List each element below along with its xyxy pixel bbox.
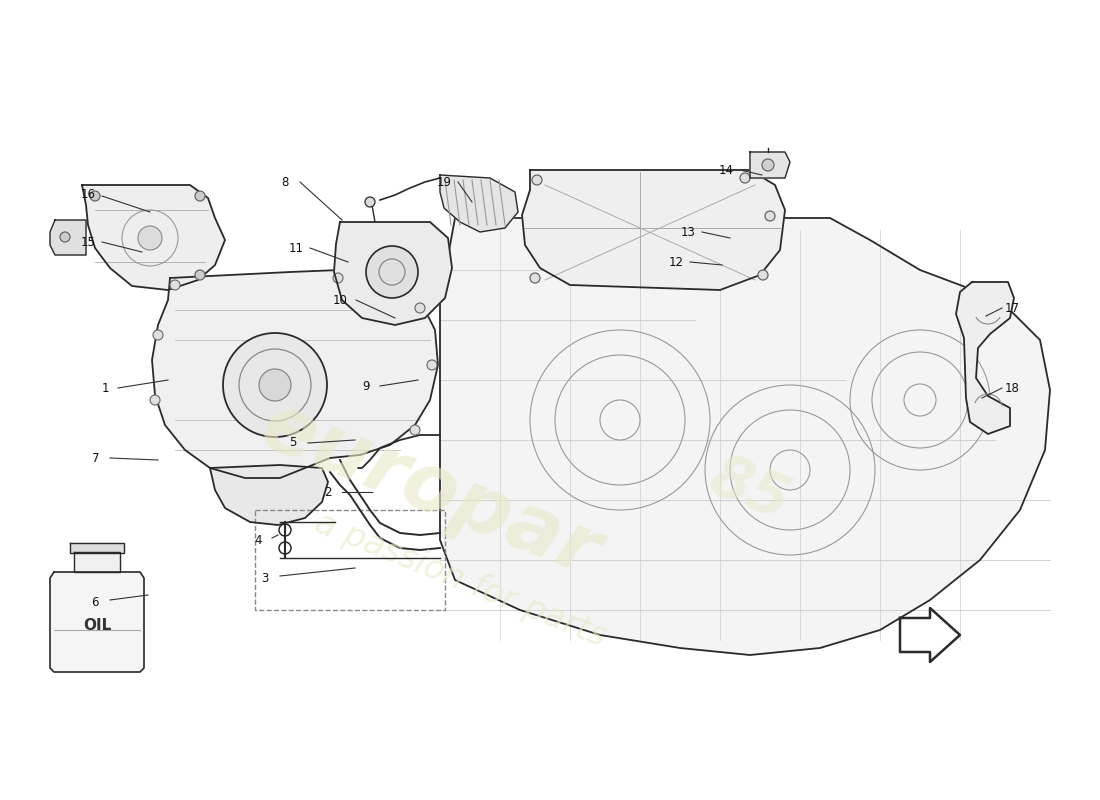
Text: 8: 8 <box>282 175 288 189</box>
Circle shape <box>740 173 750 183</box>
Circle shape <box>758 270 768 280</box>
Text: europar: europar <box>249 386 611 594</box>
Text: 13: 13 <box>681 226 695 238</box>
Polygon shape <box>956 282 1014 434</box>
Text: 5: 5 <box>289 437 297 450</box>
Text: 18: 18 <box>1004 382 1020 394</box>
Text: 7: 7 <box>92 451 100 465</box>
Text: 2: 2 <box>324 486 332 498</box>
Text: OIL: OIL <box>82 618 111 633</box>
Text: 6: 6 <box>91 595 99 609</box>
Circle shape <box>764 211 776 221</box>
Text: 4: 4 <box>254 534 262 546</box>
Circle shape <box>150 395 160 405</box>
Circle shape <box>366 246 418 298</box>
Polygon shape <box>74 552 120 572</box>
Polygon shape <box>440 218 1050 655</box>
Text: 15: 15 <box>80 235 96 249</box>
Polygon shape <box>440 175 518 232</box>
Polygon shape <box>50 572 144 672</box>
Circle shape <box>90 191 100 201</box>
Circle shape <box>60 232 70 242</box>
Circle shape <box>532 175 542 185</box>
Circle shape <box>195 191 205 201</box>
Text: 85: 85 <box>702 448 799 532</box>
Polygon shape <box>152 270 438 478</box>
Circle shape <box>170 280 180 290</box>
Text: 17: 17 <box>1004 302 1020 314</box>
Text: 11: 11 <box>288 242 304 254</box>
Circle shape <box>138 226 162 250</box>
Text: 1: 1 <box>101 382 109 394</box>
Polygon shape <box>522 170 785 290</box>
Polygon shape <box>82 185 226 290</box>
Circle shape <box>762 159 774 171</box>
Text: 14: 14 <box>718 163 734 177</box>
Text: a passion for parts: a passion for parts <box>309 506 610 654</box>
Text: 16: 16 <box>80 187 96 201</box>
Polygon shape <box>50 220 86 255</box>
Polygon shape <box>334 222 452 325</box>
Circle shape <box>415 303 425 313</box>
Text: 9: 9 <box>362 379 370 393</box>
Circle shape <box>333 273 343 283</box>
Text: 12: 12 <box>669 255 683 269</box>
Text: 19: 19 <box>437 175 451 189</box>
Circle shape <box>365 197 375 207</box>
Circle shape <box>153 330 163 340</box>
Polygon shape <box>900 608 960 662</box>
Circle shape <box>410 425 420 435</box>
Circle shape <box>530 273 540 283</box>
Circle shape <box>427 360 437 370</box>
Polygon shape <box>210 465 328 525</box>
Polygon shape <box>750 152 790 178</box>
Polygon shape <box>70 543 124 553</box>
Circle shape <box>223 333 327 437</box>
Circle shape <box>195 270 205 280</box>
Text: 10: 10 <box>332 294 348 306</box>
Text: 3: 3 <box>262 571 268 585</box>
Circle shape <box>258 369 292 401</box>
